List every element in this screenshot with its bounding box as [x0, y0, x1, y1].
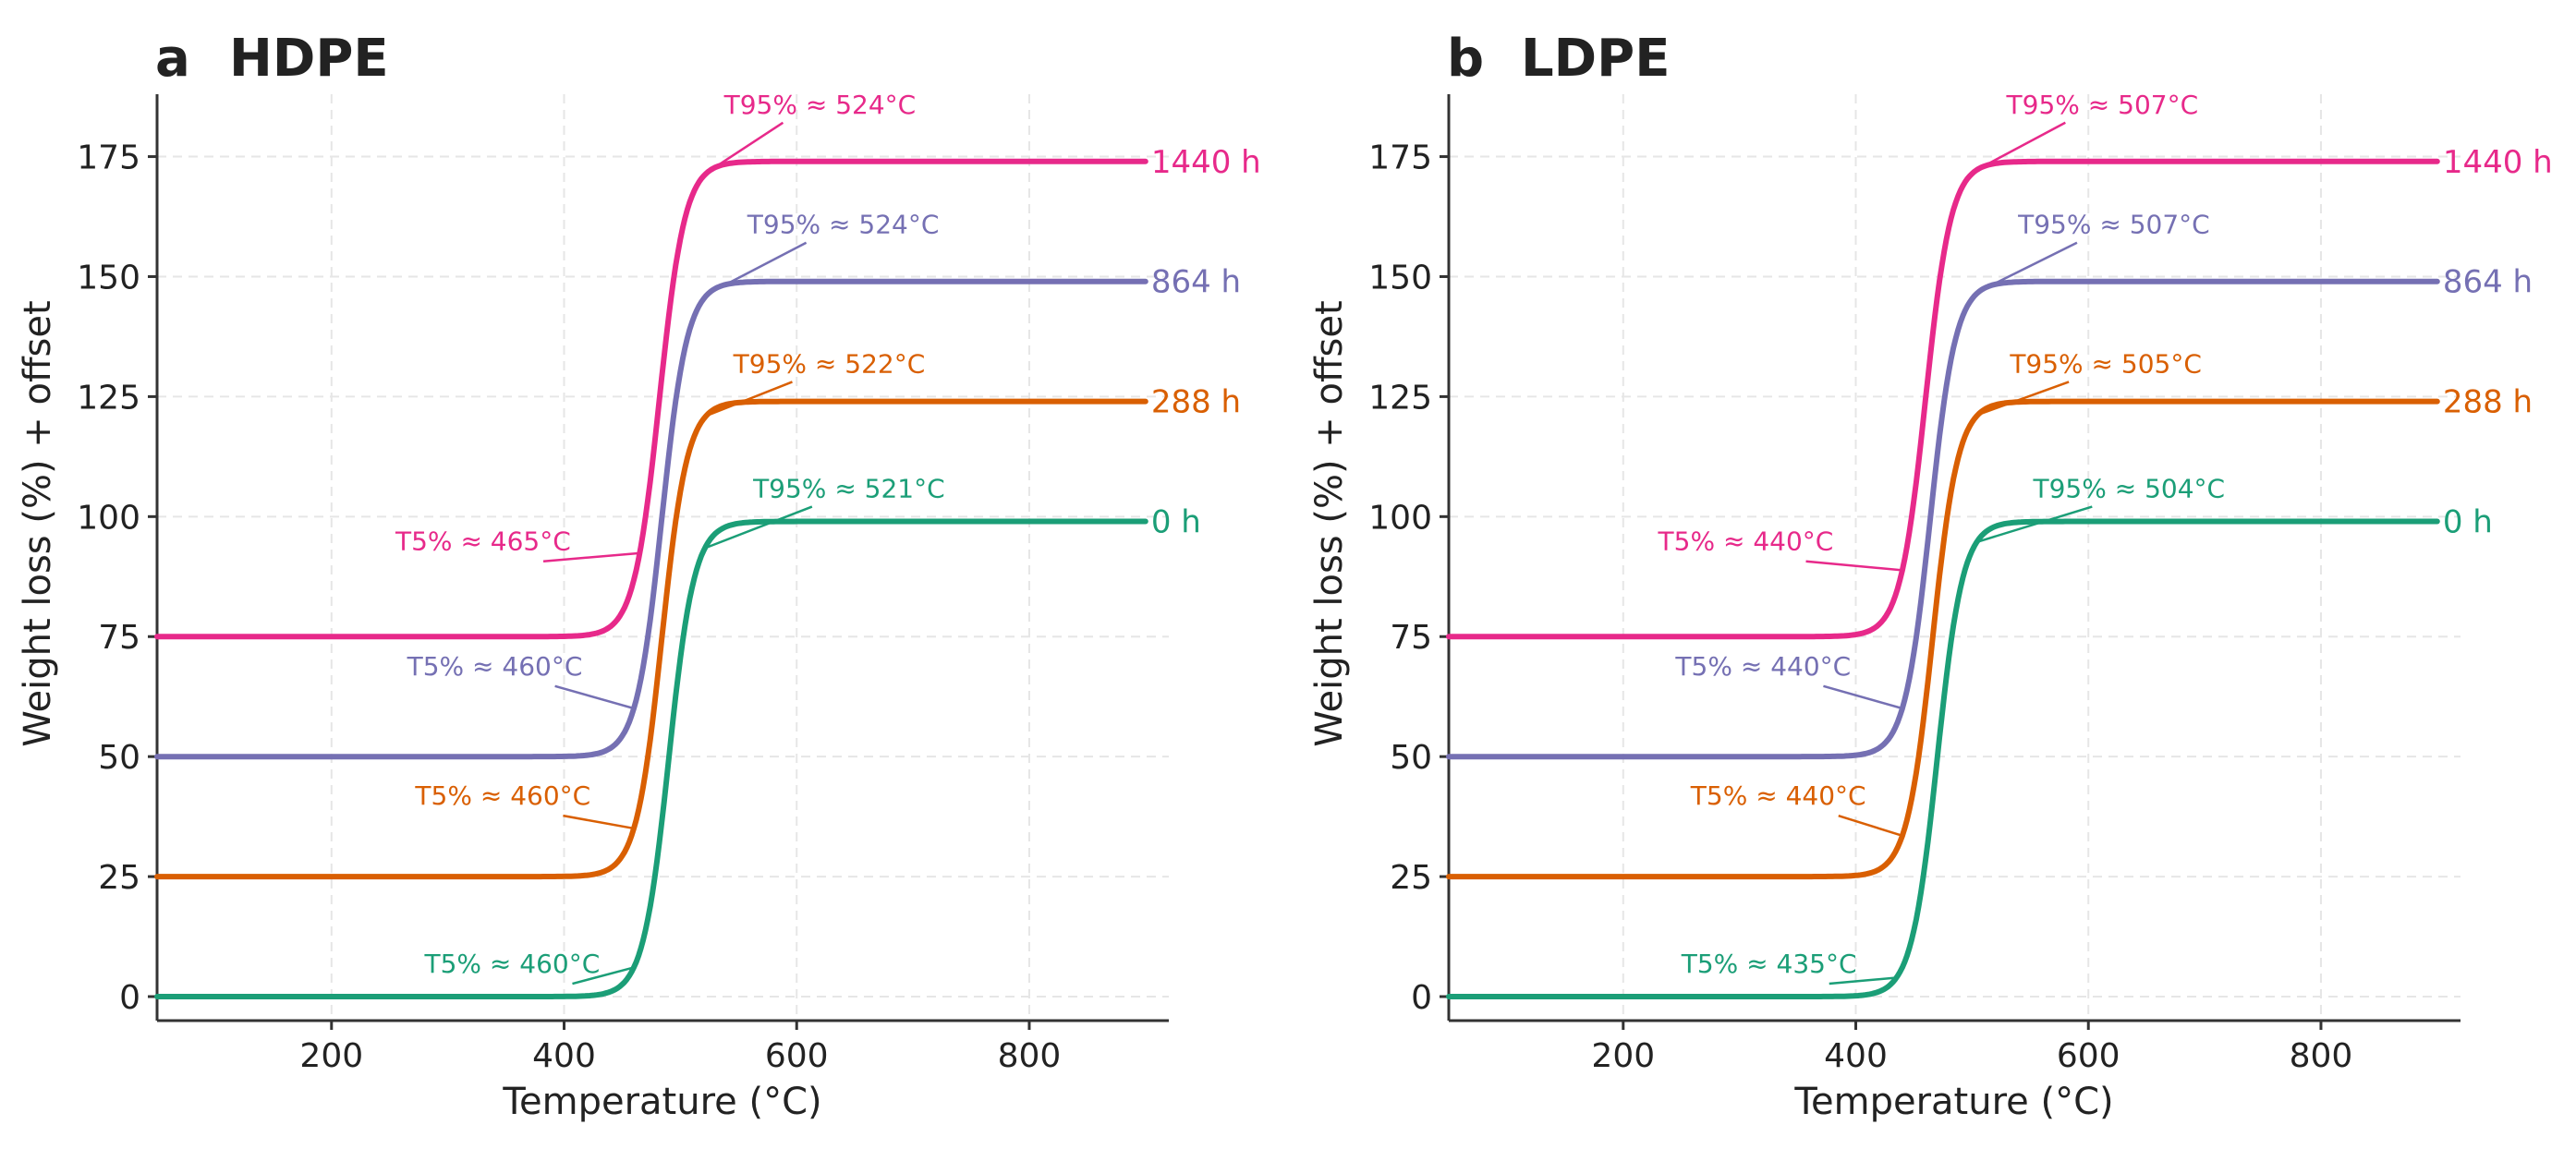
y-tick-label: 175: [77, 139, 140, 177]
panel-b: b LDPE Temperature (°C) Weight loss (%) …: [1308, 29, 2553, 1123]
y-tick-label: 50: [98, 739, 140, 777]
x-tick-label: 600: [2057, 1037, 2120, 1075]
y-axis-label: Weight loss (%) + offset: [17, 300, 59, 746]
t95-annotation: T95% ≈ 521°C: [752, 474, 945, 504]
t95-leader-line: [704, 505, 813, 550]
y-tick-label: 175: [1368, 139, 1432, 177]
x-tick-label: 600: [765, 1037, 829, 1075]
t5-leader-line: [1838, 814, 1903, 838]
series-line: [154, 518, 1148, 999]
t95-leader-line: [1977, 381, 2070, 417]
series-line: [1446, 398, 2440, 880]
series-end-label: 288 h: [2443, 384, 2533, 421]
y-tick-label: 125: [1368, 379, 1432, 417]
t95-leader-line: [707, 121, 784, 173]
panel-letter: a: [155, 29, 190, 89]
t95-annotation: T95% ≈ 507°C: [2017, 210, 2210, 240]
series-line: [154, 158, 1148, 640]
t95-annotation: T95% ≈ 504°C: [2032, 474, 2225, 504]
x-tick-label: 400: [532, 1037, 596, 1075]
t95-annotation: T95% ≈ 522°C: [733, 348, 926, 379]
t5-annotation: T5% ≈ 440°C: [1674, 651, 1851, 682]
panel-title: HDPE: [229, 29, 389, 89]
y-tick-label: 25: [98, 859, 140, 897]
panel-title: LDPE: [1521, 29, 1670, 89]
x-axis-label: Temperature (°C): [502, 1081, 821, 1123]
t95-annotation: T95% ≈ 507°C: [2006, 90, 2199, 120]
t5-annotation: T5% ≈ 465°C: [395, 526, 571, 557]
y-tick-label: 150: [77, 259, 140, 296]
t5-annotation: T5% ≈ 460°C: [423, 949, 600, 979]
t95-leader-line: [705, 381, 793, 417]
series-line: [154, 278, 1148, 760]
series-line: [154, 398, 1148, 880]
x-tick-label: 200: [299, 1037, 363, 1075]
t5-leader-line: [554, 684, 635, 710]
y-tick-label: 0: [1411, 979, 1432, 1017]
t5-annotation: T5% ≈ 460°C: [414, 780, 590, 811]
series-end-label: 0 h: [2443, 504, 2493, 541]
series-end-label: 1440 h: [1151, 144, 1261, 181]
panel-a: a HDPE Temperature (°C) Weight loss (%) …: [17, 29, 1261, 1123]
t5-leader-line: [1823, 684, 1903, 710]
y-tick-label: 150: [1368, 259, 1432, 296]
series-end-label: 864 h: [2443, 264, 2533, 301]
series-line: [1446, 278, 2440, 760]
x-tick-label: 200: [1591, 1037, 1655, 1075]
series-end-label: 864 h: [1151, 264, 1241, 301]
y-tick-label: 50: [1390, 739, 1432, 777]
t5-annotation: T5% ≈ 440°C: [1690, 780, 1866, 811]
y-tick-label: 0: [119, 979, 140, 1017]
t5-annotation: T5% ≈ 435°C: [1681, 949, 1857, 979]
t95-leader-line: [1976, 505, 2093, 544]
t95-annotation: T95% ≈ 524°C: [723, 90, 917, 120]
t5-leader-line: [563, 814, 635, 830]
y-tick-label: 100: [1368, 499, 1432, 537]
y-tick-label: 100: [77, 499, 140, 537]
series-end-label: 288 h: [1151, 384, 1241, 421]
t5-leader-line: [1805, 560, 1902, 572]
x-axis-label: Temperature (°C): [1793, 1081, 2113, 1123]
x-tick-label: 800: [998, 1037, 1062, 1075]
x-tick-label: 800: [2290, 1037, 2353, 1075]
t5-annotation: T5% ≈ 460°C: [407, 651, 583, 682]
y-tick-label: 75: [98, 619, 140, 657]
y-axis-label: Weight loss (%) + offset: [1308, 300, 1351, 746]
t95-leader-line: [1979, 241, 2078, 292]
t95-annotation: T95% ≈ 505°C: [2009, 348, 2202, 379]
series-end-label: 1440 h: [2443, 144, 2553, 181]
y-tick-label: 25: [1390, 859, 1432, 897]
series-line: [1446, 158, 2440, 640]
t95-annotation: T95% ≈ 524°C: [747, 210, 940, 240]
t95-leader-line: [708, 241, 808, 295]
t5-leader-line: [1829, 976, 1897, 986]
series-end-label: 0 h: [1151, 504, 1201, 541]
x-tick-label: 400: [1824, 1037, 1888, 1075]
y-tick-label: 75: [1390, 619, 1432, 657]
t5-annotation: T5% ≈ 440°C: [1658, 526, 1834, 557]
t95-leader-line: [1979, 121, 2066, 169]
panel-letter: b: [1447, 29, 1484, 89]
series-line: [1446, 518, 2440, 999]
t5-leader-line: [542, 551, 640, 562]
t5-leader-line: [572, 966, 635, 986]
y-tick-label: 125: [77, 379, 140, 417]
